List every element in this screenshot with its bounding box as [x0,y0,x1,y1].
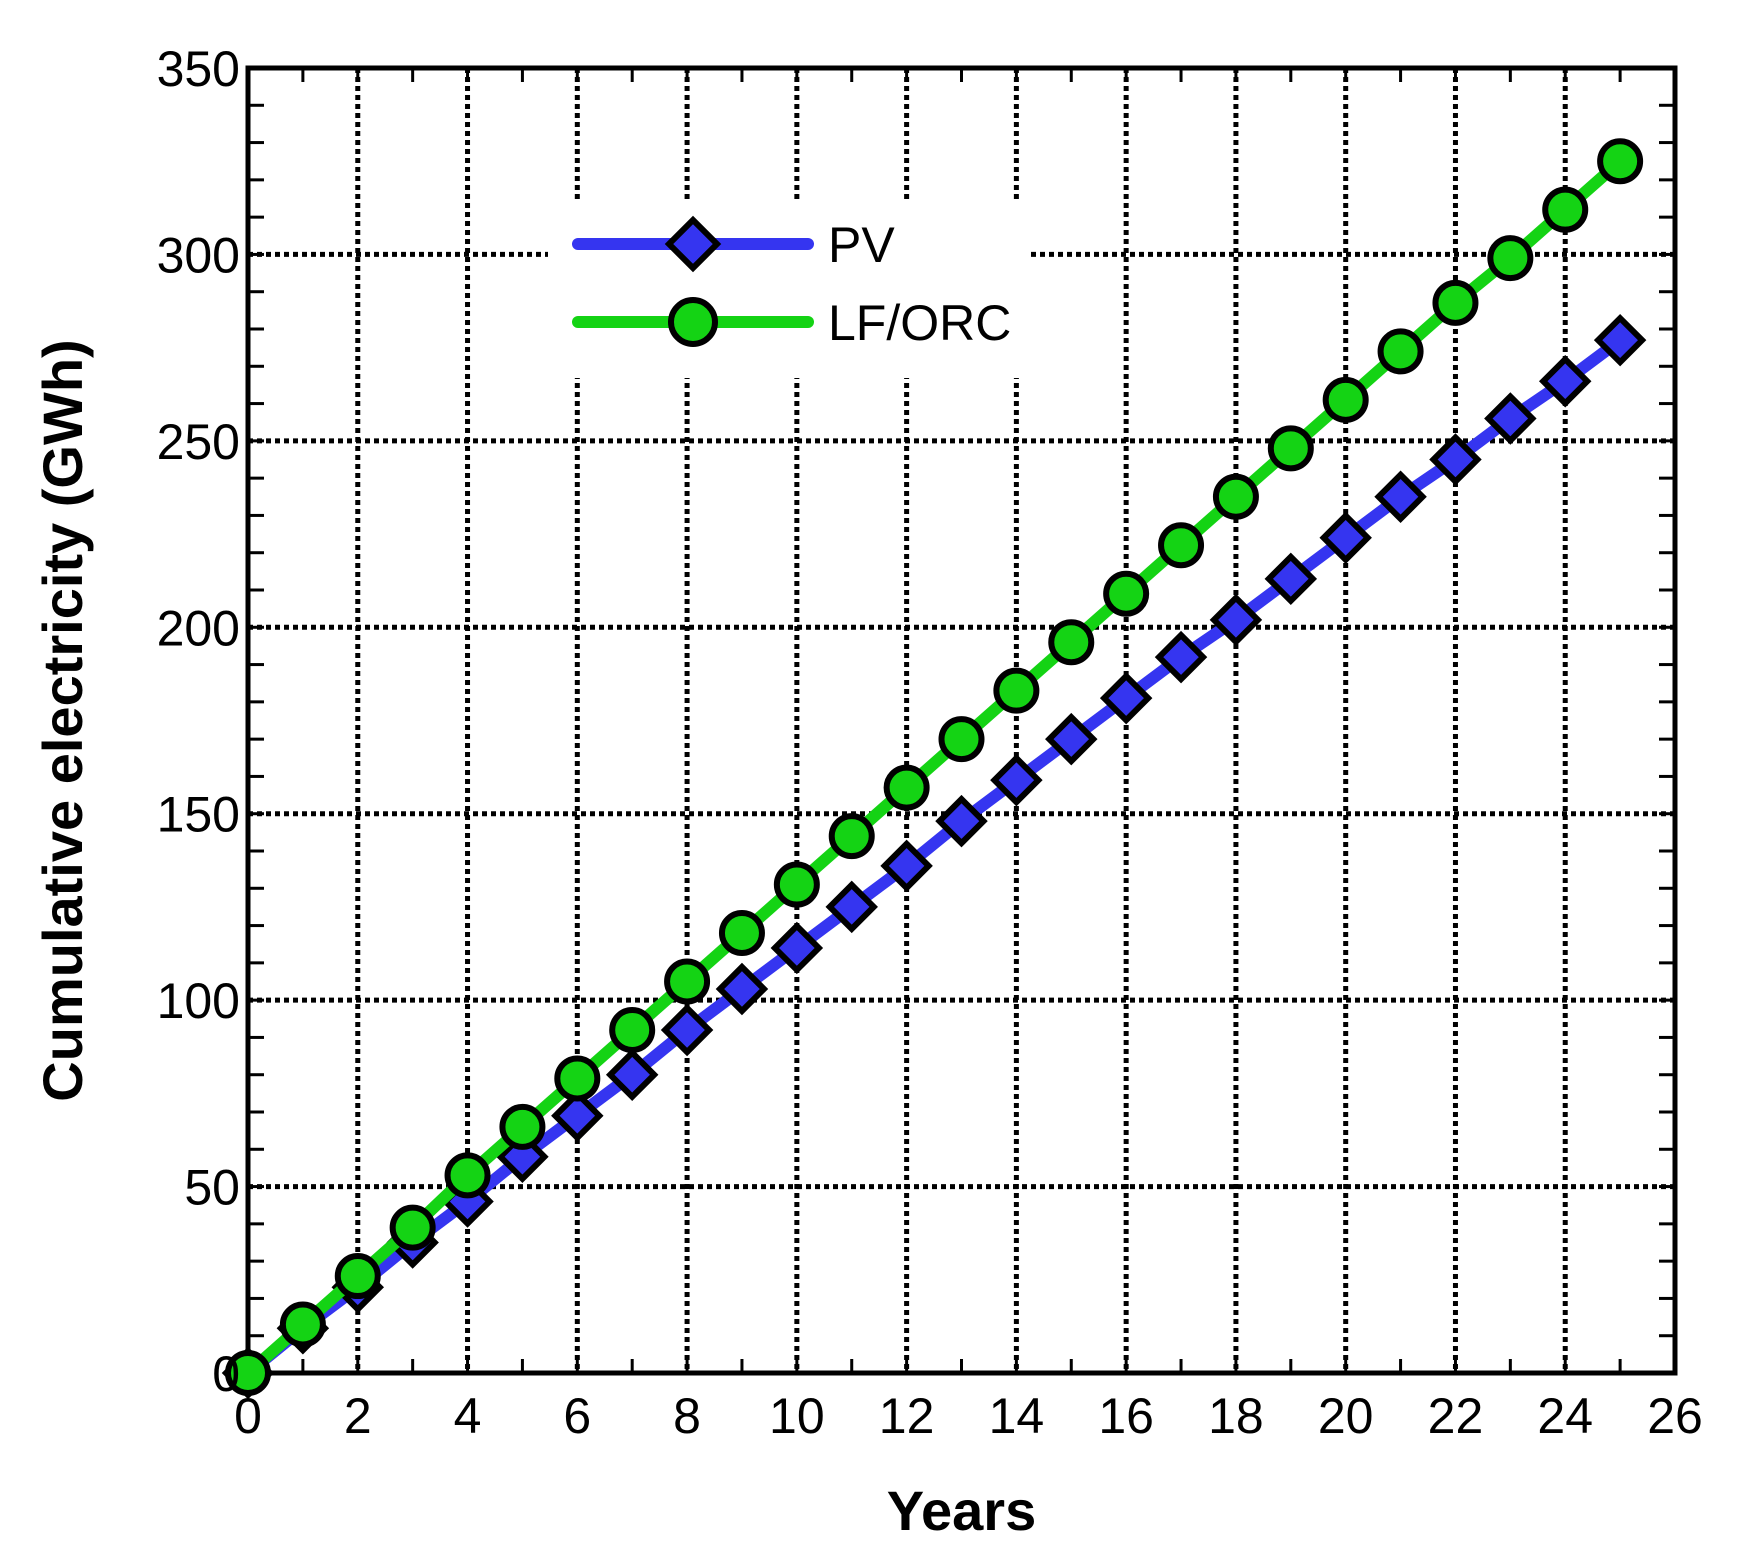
y-tick-label: 0 [212,1346,240,1402]
data-point [770,921,824,975]
data-point [1429,433,1482,486]
series-1 [225,138,1644,1396]
data-point [1377,328,1424,375]
x-tick-label: 4 [454,1388,482,1444]
data-point [990,753,1043,807]
data-point [1484,392,1537,445]
legend: PV LF/ORC [548,200,1028,378]
data-point [664,958,711,1005]
y-axis-title: Cumulative electricity (GWh) [31,339,94,1101]
data-point [1542,186,1589,233]
data-point [883,764,930,811]
data-point [1264,552,1318,606]
x-tick-label: 16 [1098,1388,1154,1444]
x-tick-label: 8 [673,1388,701,1444]
data-point [993,667,1040,714]
data-point [1154,630,1208,684]
x-tick-label: 0 [234,1388,262,1444]
data-point [1597,138,1644,185]
data-point [1322,376,1369,423]
legend-marker [668,297,718,347]
data-point [605,1048,659,1101]
data-point [773,861,820,908]
y-tick-label: 100 [157,973,240,1029]
data-point [1267,425,1314,472]
data-point [935,794,988,848]
legend-box [548,200,1028,378]
y-tick-label: 350 [157,41,240,97]
x-axis-title: Years [887,1479,1037,1542]
data-point [609,1006,656,1053]
data-point [1158,522,1205,569]
data-point [828,813,875,860]
data-point [1593,313,1647,367]
data-point [225,1350,271,1396]
y-tick-label: 200 [157,600,240,656]
data-point [499,1103,546,1150]
data-point [1048,619,1095,666]
data-point [1212,473,1259,520]
data-point [554,1055,601,1102]
data-point [938,716,985,763]
data-point [334,1253,381,1300]
data-point [1432,279,1479,326]
y-tick-label: 150 [157,787,240,843]
legend-label: LF/ORC [828,295,1011,351]
x-tick-label: 26 [1647,1388,1703,1444]
x-tick-label: 22 [1428,1388,1484,1444]
x-tick-label: 6 [563,1388,591,1444]
x-tick-label: 18 [1208,1388,1264,1444]
x-tick-label: 10 [769,1388,825,1444]
x-tick-label: 2 [344,1388,372,1444]
y-tick-label: 50 [184,1160,240,1216]
data-point [718,910,765,957]
x-tick-label: 20 [1318,1388,1374,1444]
data-point [825,880,878,934]
plot-frame [245,65,1678,1376]
tick-labels: 0 2 4 6 8 10 12 14 16 18 20 22 24 2605010015020025030… [157,41,1703,1444]
data-point [1099,671,1153,725]
series-layer [221,138,1647,1400]
data-point [279,1301,326,1348]
y-tick-label: 250 [157,414,240,470]
data-point [551,1089,604,1142]
data-point [1538,354,1592,408]
data-point [1209,593,1263,647]
series-0 [221,313,1647,1400]
x-tick-label: 24 [1537,1388,1593,1444]
data-point [1319,511,1372,565]
data-point [715,962,769,1016]
data-point [1045,712,1098,766]
y-tick-label: 300 [157,227,240,283]
data-point [880,839,933,893]
data-point [444,1152,491,1199]
data-point [389,1204,436,1251]
legend-label: PV [828,217,895,273]
legend-marker [664,215,722,273]
data-point [660,1003,714,1057]
x-tick-label: 12 [879,1388,935,1444]
data-point [1487,235,1534,282]
data-point [1103,570,1150,617]
data-point [1374,470,1427,524]
x-tick-label: 14 [989,1388,1045,1444]
